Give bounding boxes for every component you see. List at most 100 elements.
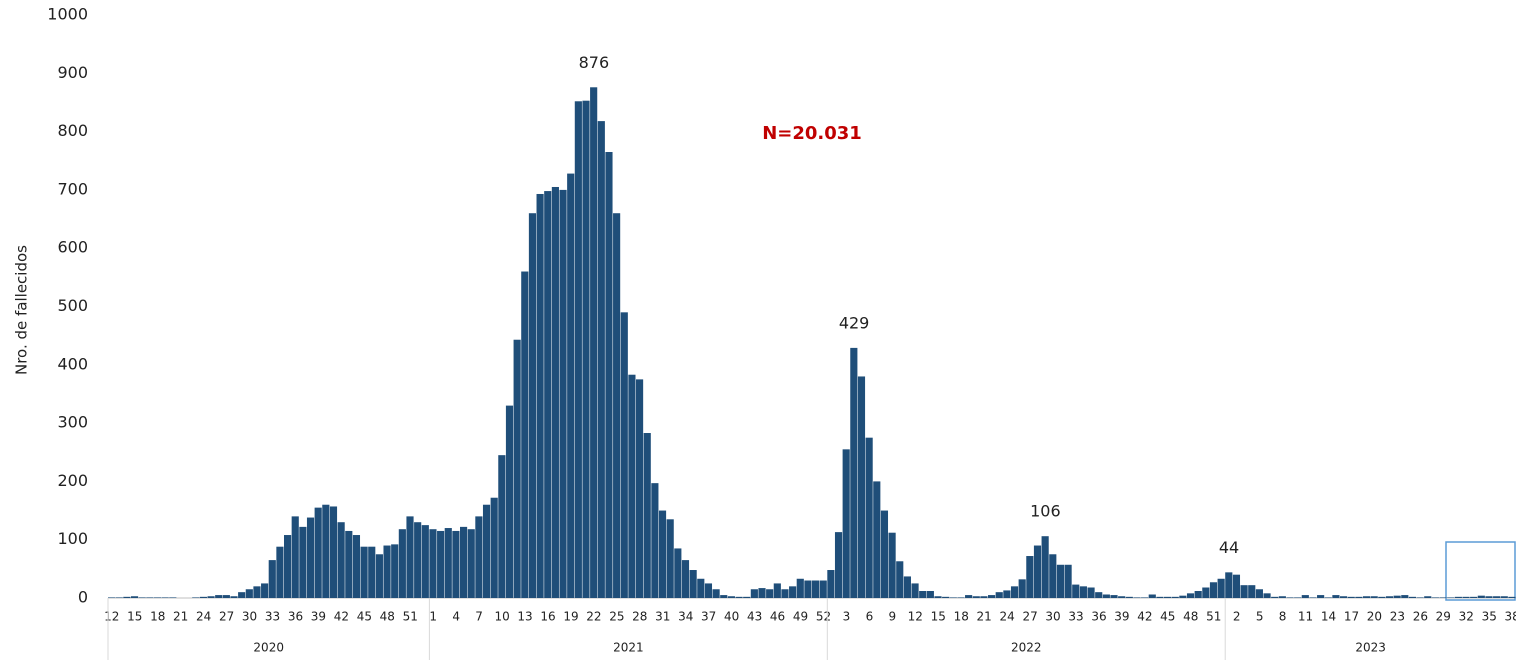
x-tick-label: 10: [494, 610, 509, 624]
x-tick-label: 13: [517, 610, 532, 624]
y-tick-label: 600: [57, 238, 88, 257]
bar: [482, 504, 491, 598]
bar: [834, 532, 843, 598]
x-tick-label: 40: [724, 610, 739, 624]
bar: [1324, 597, 1332, 598]
y-tick-label: 200: [57, 471, 88, 490]
x-tick-label: 49: [793, 610, 808, 624]
bar: [1217, 578, 1225, 598]
bar: [559, 189, 567, 598]
bar: [452, 530, 460, 598]
bar: [460, 526, 468, 598]
bar: [444, 528, 452, 598]
bar: [1079, 586, 1087, 598]
bar: [597, 121, 605, 598]
bar: [658, 510, 667, 598]
selection-box: [1445, 541, 1516, 601]
bar: [276, 546, 284, 598]
bar: [1010, 586, 1019, 598]
bar: [1431, 597, 1439, 598]
x-tick-label: 8: [1279, 610, 1287, 624]
x-tick-label: 42: [1137, 610, 1152, 624]
x-tick-label: 18: [954, 610, 969, 624]
x-tick-label: 51: [403, 610, 418, 624]
bar: [284, 535, 292, 598]
x-tick-label: 34: [678, 610, 693, 624]
bar: [1133, 597, 1141, 598]
bar: [804, 580, 812, 598]
y-tick-label: 500: [57, 296, 88, 315]
x-tick-label: 26: [1413, 610, 1428, 624]
bar: [375, 554, 383, 598]
bar: [857, 376, 866, 598]
bar: [345, 530, 353, 598]
bar: [398, 529, 406, 598]
bar: [1301, 595, 1309, 598]
bar: [1362, 596, 1371, 598]
x-tick-label: 16: [540, 610, 555, 624]
bar: [911, 583, 919, 598]
y-tick-label: 1000: [47, 5, 88, 24]
bar: [1171, 596, 1179, 598]
bar: [827, 570, 835, 598]
year-label: 2020: [253, 641, 284, 655]
bar: [1156, 596, 1164, 598]
bar: [192, 597, 200, 598]
bar: [1041, 536, 1049, 598]
bar: [758, 588, 766, 598]
bar: [306, 517, 315, 598]
x-tick-label: 27: [1022, 610, 1037, 624]
bar: [888, 532, 896, 598]
bar: [521, 271, 529, 598]
bar: [352, 535, 361, 598]
bar: [865, 437, 873, 598]
value-label: 44: [1219, 538, 1239, 557]
bar: [919, 591, 927, 598]
x-tick-label: 27: [219, 610, 234, 624]
bar: [1064, 564, 1072, 598]
bar: [268, 560, 276, 598]
bar: [368, 546, 376, 598]
bar: [1118, 596, 1126, 598]
x-tick-label: 21: [173, 610, 188, 624]
bar: [957, 597, 965, 598]
bar: [1447, 597, 1455, 598]
bar: [613, 213, 621, 598]
x-tick-label: 45: [357, 610, 372, 624]
x-tick-label: 18: [150, 610, 165, 624]
bar: [1148, 594, 1156, 598]
bar: [704, 583, 713, 598]
bar: [674, 548, 682, 598]
x-tick-label: 51: [1206, 610, 1221, 624]
bar: [1087, 587, 1095, 598]
x-tick-label: 20: [1367, 610, 1382, 624]
bar: [322, 504, 330, 598]
bar: [207, 596, 215, 598]
bar: [988, 595, 996, 598]
x-tick-label: 39: [1114, 610, 1129, 624]
bar: [1385, 596, 1394, 598]
bar: [1340, 596, 1348, 598]
bar: [498, 455, 506, 598]
x-tick-label: 32: [1459, 610, 1474, 624]
bar: [544, 191, 552, 599]
x-tick-label: 11: [1298, 610, 1313, 624]
bar: [1102, 594, 1110, 598]
y-tick-label: 400: [57, 354, 88, 373]
bar: [115, 597, 123, 598]
bar: [643, 433, 651, 598]
bar: [245, 589, 253, 598]
bar: [1278, 596, 1286, 598]
x-tick-label: 23: [1390, 610, 1405, 624]
bar: [1255, 589, 1263, 598]
bar: [1408, 596, 1417, 598]
bar: [1179, 595, 1187, 598]
bar: [651, 483, 659, 598]
bar: [108, 597, 116, 598]
bar: [1485, 596, 1493, 598]
bar: [1125, 596, 1133, 598]
bar: [1493, 596, 1501, 598]
bar: [146, 597, 154, 598]
bar: [1072, 584, 1080, 598]
bar: [812, 580, 820, 598]
